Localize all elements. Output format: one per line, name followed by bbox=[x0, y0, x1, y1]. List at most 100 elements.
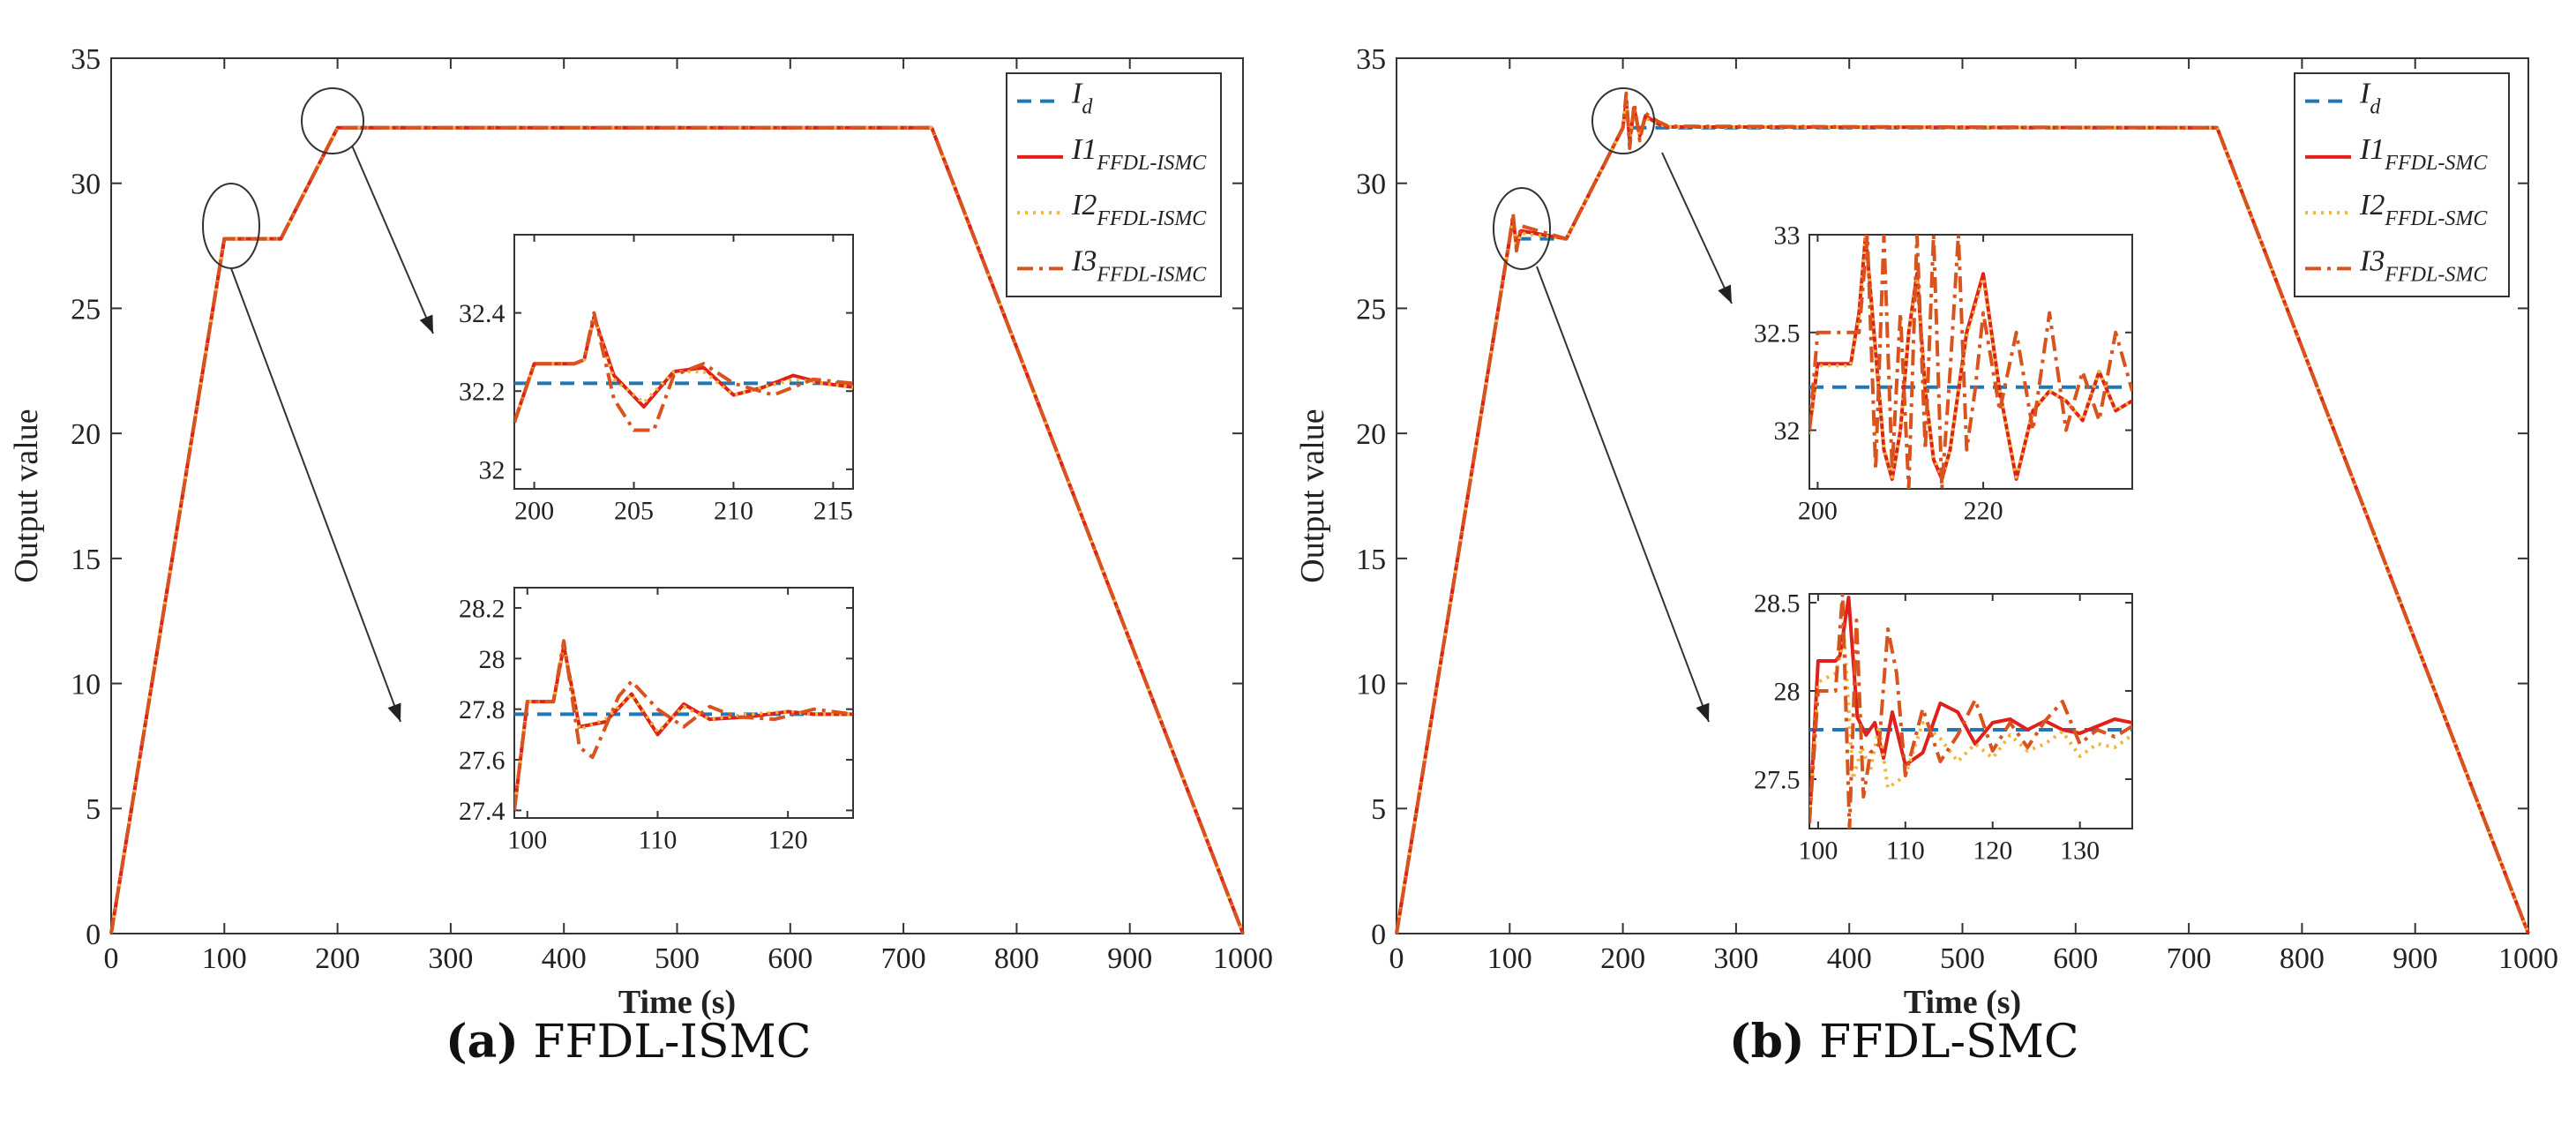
chart-a-xtick-label: 700 bbox=[881, 942, 926, 975]
chart-b-xtick-label: 400 bbox=[1827, 942, 1872, 975]
chart-a-legend-main: I bbox=[1071, 78, 1083, 110]
caption-a: (a) FFDL-ISMC bbox=[446, 1015, 812, 1069]
chart-b-inset-1-series-I2FFDL-SMC bbox=[1809, 235, 2132, 479]
chart-b-legend-main: I1 bbox=[2359, 133, 2385, 166]
chart-b-xtick-label: 900 bbox=[2393, 942, 2437, 975]
chart-b-legend-main: I2 bbox=[2359, 189, 2385, 221]
chart-a-inset-1-xtick-label: 200 bbox=[514, 497, 554, 526]
chart-a-inset-2-series-I2FFDL-ISMC bbox=[514, 642, 853, 811]
chart-a-legend-sub: FFDL-ISMC bbox=[1096, 207, 1207, 230]
chart-b-ytick-label: 20 bbox=[1356, 418, 1386, 451]
chart-a-inset-2-ytick-label: 27.8 bbox=[459, 695, 505, 724]
chart-a-xtick-label: 800 bbox=[994, 942, 1039, 975]
chart-a-legend-sub: FFDL-ISMC bbox=[1096, 152, 1207, 175]
chart-b-inset-1: 200 220 32 32.5 33 bbox=[1754, 221, 2133, 526]
chart-a-legend-main: I2 bbox=[1071, 189, 1097, 221]
chart-b-ytick-label: 5 bbox=[1371, 793, 1386, 826]
chart-a-ytick-label: 0 bbox=[86, 919, 101, 951]
chart-b-ytick-label: 25 bbox=[1356, 293, 1386, 326]
chart-a-ytick-label: 5 bbox=[86, 793, 101, 826]
chart-b-zoom-circle bbox=[1591, 87, 1655, 154]
chart-a-inset-2-xtick-label: 100 bbox=[507, 826, 547, 855]
chart-a-zoom-arrow bbox=[230, 267, 401, 723]
chart-b-inset-2-ytick-label: 28.5 bbox=[1754, 589, 1801, 619]
chart-a-inset-2-series-I3FFDL-ISMC bbox=[514, 639, 853, 811]
chart-a-ytick-label: 15 bbox=[71, 544, 101, 576]
chart-b-inset-2-series-I2FFDL-SMC bbox=[1809, 636, 2132, 824]
chart-b-xtick-label: 500 bbox=[1940, 942, 1985, 975]
chart-b-inset-2-series-I1FFDL-SMC bbox=[1809, 596, 2132, 824]
chart-a-legend-sub: FFDL-ISMC bbox=[1096, 263, 1207, 286]
chart-b-legend-label: I2FFDL-SMC bbox=[2359, 189, 2488, 230]
chart-a-ytick-label: 30 bbox=[71, 169, 101, 201]
chart-b-zoom-arrow bbox=[1661, 152, 1733, 304]
chart-a-inset-2-ytick-label: 27.4 bbox=[459, 797, 505, 826]
chart-b-xtick-label: 1000 bbox=[2498, 942, 2558, 975]
chart-a-xtick-label: 500 bbox=[655, 942, 700, 975]
chart-a-xtick-label: 200 bbox=[315, 942, 360, 975]
chart-b-ytick-label: 0 bbox=[1371, 919, 1386, 951]
chart-b-legend-box bbox=[2294, 72, 2510, 297]
chart-b-xlabel: Time (s) bbox=[1904, 984, 2021, 1021]
chart-a-legend-label: Id bbox=[1071, 78, 1093, 119]
chart-b-inset-1-series-I1FFDL-SMC bbox=[1809, 235, 2132, 481]
chart-b-ytick-label: 30 bbox=[1356, 169, 1386, 201]
chart-a-legend-box bbox=[1006, 72, 1222, 297]
chart-a-inset-1-xtick-label: 215 bbox=[813, 497, 853, 526]
chart-b-legend-sub: d bbox=[2370, 96, 2381, 119]
chart-b-inset-2-ytick-label: 27.5 bbox=[1754, 766, 1801, 795]
chart-a-ytick-label: 35 bbox=[71, 43, 101, 76]
chart-b-ytick-label: 15 bbox=[1356, 544, 1386, 576]
chart-a-inset-2-xtick-label: 110 bbox=[639, 826, 678, 855]
chart-a-inset-1: 200 205 210 215 32 32.2 32.4 bbox=[459, 234, 854, 526]
chart-a-inset-1-xtick-label: 205 bbox=[614, 497, 654, 526]
chart-b-xtick-label: 300 bbox=[1713, 942, 1758, 975]
chart-b-legend-sub: FFDL-SMC bbox=[2384, 263, 2488, 286]
chart-a-inset-1-ytick-label: 32 bbox=[479, 455, 505, 484]
chart-b-inset-2-xtick-label: 130 bbox=[2060, 837, 2100, 866]
chart-b-xtick-label: 800 bbox=[2280, 942, 2325, 975]
chart-b-zoom-arrowhead bbox=[1696, 702, 1710, 722]
chart-b-inset-1-ytick-label: 32 bbox=[1774, 416, 1801, 446]
chart-a-inset-2-ytick-label: 28.2 bbox=[459, 594, 505, 623]
chart-b-legend-main: I bbox=[2359, 78, 2371, 110]
chart-a-xtick-label: 900 bbox=[1107, 942, 1152, 975]
chart-b-inset-1-ytick-label: 33 bbox=[1774, 221, 1801, 251]
chart-b-inset-2-xtick-label: 110 bbox=[1886, 837, 1925, 866]
chart-a: 0 100 200 300 400 500 600 700 800 900 1000 0 5 10 15 20… bbox=[8, 43, 1273, 1021]
chart-a-zoom-circle bbox=[301, 87, 364, 154]
chart-a-inset-2: 100 110 120 27.4 27.6 27.8 28 28.2 bbox=[459, 587, 854, 855]
chart-a-ylabel: Output value bbox=[8, 409, 45, 582]
chart-b-inset-1-series-I3FFDL-SMC bbox=[1809, 235, 2132, 489]
chart-a-ytick-label: 25 bbox=[71, 293, 101, 326]
chart-a-legend-main: I1 bbox=[1071, 133, 1097, 166]
chart-a-inset-1-ytick-label: 32.4 bbox=[459, 299, 505, 328]
chart-a-legend-label: I3FFDL-ISMC bbox=[1071, 244, 1207, 286]
chart-a-xtick-label: 1000 bbox=[1213, 942, 1273, 975]
chart-b-inset-2-series-I3FFDL-SMC bbox=[1809, 594, 2132, 829]
chart-a-inset-1-xtick-label: 210 bbox=[714, 497, 753, 526]
chart-b-zoom-arrowhead bbox=[1718, 284, 1732, 304]
chart-b-inset-2-ytick-label: 28 bbox=[1774, 678, 1801, 707]
chart-b-zoom-arrow bbox=[1536, 266, 1710, 723]
chart-b-legend-sub: FFDL-SMC bbox=[2384, 152, 2488, 175]
chart-a-xtick-label: 0 bbox=[104, 942, 119, 975]
chart-b-ytick-label: 35 bbox=[1356, 43, 1386, 76]
chart-a-xlabel: Time (s) bbox=[618, 984, 736, 1021]
chart-b-legend-label: Id bbox=[2359, 78, 2381, 119]
chart-b-legend-label: I3FFDL-SMC bbox=[2359, 244, 2488, 286]
chart-a-zoom-arrowhead bbox=[419, 314, 433, 334]
chart-a-legend-label: I2FFDL-ISMC bbox=[1071, 189, 1207, 230]
chart-b-inset-1-xtick-label: 200 bbox=[1798, 497, 1838, 526]
chart-a-series-I3FFDL-ISMC bbox=[109, 125, 1245, 934]
chart-b-zoom-circle bbox=[1493, 187, 1551, 270]
chart-b-xtick-label: 0 bbox=[1389, 942, 1404, 975]
chart-b-inset-1-ytick-label: 32.5 bbox=[1754, 319, 1801, 348]
chart-a-legend-sub: d bbox=[1082, 96, 1093, 119]
chart-a-ytick-label: 20 bbox=[71, 418, 101, 451]
chart-a-ytick-label: 10 bbox=[71, 668, 101, 701]
chart-a-inset-2-xtick-label: 120 bbox=[768, 826, 808, 855]
chart-a-zoom-arrowhead bbox=[387, 702, 401, 722]
